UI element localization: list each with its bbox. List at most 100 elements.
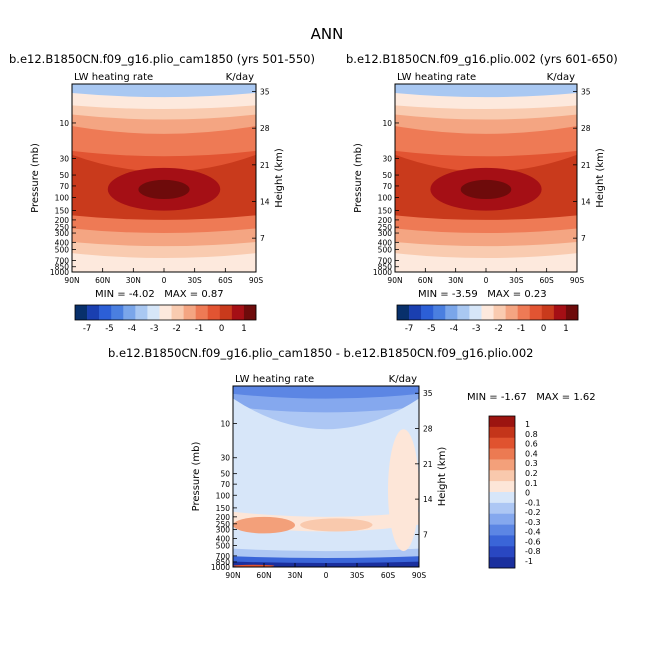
x-tick-label: 90S: [249, 276, 264, 285]
colorbar-label: -1: [517, 324, 525, 334]
y-axis-title: Pressure (mb): [353, 143, 364, 213]
x-tick-label: 30N: [126, 276, 141, 285]
y2-tick-label: 21: [423, 460, 433, 469]
y-tick-label: 850: [55, 263, 70, 272]
colorbar-label: -3: [150, 324, 158, 334]
y2-tick-label: 35: [423, 389, 433, 398]
contour-band: [395, 215, 577, 236]
y-tick-label: 1000: [211, 563, 230, 572]
y2-tick-label: 7: [260, 234, 265, 243]
colorbar-label: 0.3: [525, 459, 538, 468]
colorbar-label: -0.6: [525, 537, 541, 546]
colorbar-label: -3: [472, 324, 480, 334]
panel-1-title: b.e12.B1850CN.f09_g16.plio_cam1850 (yrs …: [9, 52, 315, 66]
x-tick-label: 60S: [381, 571, 396, 580]
variable-label: LW heating rate: [235, 374, 314, 385]
units-label: K/day: [389, 374, 417, 385]
y-tick-label: 50: [220, 470, 230, 479]
max-value: 0.23: [524, 289, 547, 300]
colorbar-swatch: [541, 305, 555, 320]
units-label: K/day: [547, 72, 575, 83]
x-tick-label: 90N: [387, 276, 402, 285]
colorbar-swatch: [111, 305, 124, 320]
contour-band: [72, 126, 256, 159]
x-tick-label: 60S: [218, 276, 233, 285]
y-tick-label: 70: [59, 182, 69, 191]
y-tick-label: 300: [378, 229, 393, 238]
colorbar: -7 -5 -4 -3 -2 -1 0 1: [74, 304, 257, 334]
colorbar-swatch: [135, 305, 148, 320]
colorbar-swatch: [489, 448, 515, 460]
y-tick-label: 200: [378, 216, 393, 225]
contour-band: [395, 114, 577, 136]
max-label: MAX =: [164, 289, 199, 300]
y-tick-label: 700: [55, 256, 70, 265]
y2-tick-label: 28: [260, 124, 270, 133]
y-tick-label: 10: [59, 119, 69, 128]
colorbar-swatch: [409, 305, 422, 320]
contour-band: [72, 253, 256, 272]
colorbar-swatch: [231, 305, 245, 320]
panel-2-stats: MIN = -3.59 MAX = 0.23: [418, 290, 547, 300]
y2-tick-label: 14: [260, 198, 270, 207]
contour-core: [138, 179, 190, 200]
colorbar-swatch: [171, 305, 184, 320]
panel-2-plot: LW heating rate K/day 90N 60N 30N 0 30S 60S 90S 1…: [353, 72, 606, 334]
max-value: 0.87: [201, 289, 224, 300]
min-label: MIN =: [95, 289, 126, 300]
colorbar-swatch: [481, 305, 494, 320]
colorbar-swatch: [517, 305, 531, 320]
contour-band: [72, 114, 256, 136]
colorbar-label: -5: [105, 324, 113, 334]
x-tick-label: 60S: [540, 276, 555, 285]
y-tick-label: 10: [220, 420, 230, 429]
colorbar-label: -0.2: [525, 508, 541, 517]
y2-tick-label: 14: [423, 495, 433, 504]
y-tick-label: 30: [382, 155, 392, 164]
colorbar-swatch: [99, 305, 112, 320]
y2-tick-label: 7: [581, 234, 586, 243]
x-tick-label: 0: [484, 276, 489, 285]
colorbar-label: 1: [241, 324, 246, 334]
contour-band: [395, 228, 577, 249]
colorbar-label: -4: [450, 324, 458, 334]
colorbar-swatch: [219, 305, 233, 320]
colorbar-swatch: [147, 305, 160, 320]
y-tick-label: 500: [216, 541, 231, 550]
units-label: K/day: [226, 72, 254, 83]
colorbar-label: 0: [219, 324, 224, 334]
colorbar-swatch: [87, 305, 100, 320]
y-tick-label: 850: [216, 558, 231, 567]
contour-band: [233, 398, 419, 519]
colorbar-label: -5: [427, 324, 435, 334]
x-tick-label: 0: [162, 276, 167, 285]
colorbar-label: -7: [405, 324, 413, 334]
y2-tick-label: 35: [260, 88, 270, 97]
colorbar-swatch: [243, 305, 257, 320]
max-label: MAX =: [487, 289, 522, 300]
panel-3-plot: LW heating rate K/day 90N 60N 30N 0 30S 60S 90S 1…: [191, 374, 541, 580]
x-tick-label: 30N: [287, 571, 302, 580]
colorbar-frame: [396, 304, 579, 321]
colorbar-label: 0: [525, 489, 530, 498]
x-tick-label: 0: [324, 571, 329, 580]
contour-band: [395, 253, 577, 272]
y-tick-label: 300: [216, 525, 231, 534]
colorbar-swatch: [489, 502, 515, 515]
panel-1-stats: MIN = -4.02 MAX = 0.87: [95, 290, 224, 300]
colorbar-label: -1: [525, 557, 533, 566]
colorbar-swatch: [159, 305, 172, 320]
y-tick-label: 70: [382, 182, 392, 191]
y-tick-label: 400: [378, 238, 393, 247]
y2-tick-label: 28: [581, 124, 591, 133]
contour-band: [72, 241, 256, 261]
colorbar-swatch: [489, 557, 515, 569]
contour-band: [395, 241, 577, 261]
colorbar-swatch: [505, 305, 518, 320]
y-tick-label: 50: [59, 171, 69, 180]
colorbar-label: -2: [172, 324, 180, 334]
colorbar-label: 0.2: [525, 469, 538, 478]
colorbar-swatch: [183, 305, 196, 320]
variable-label: LW heating rate: [74, 72, 153, 83]
